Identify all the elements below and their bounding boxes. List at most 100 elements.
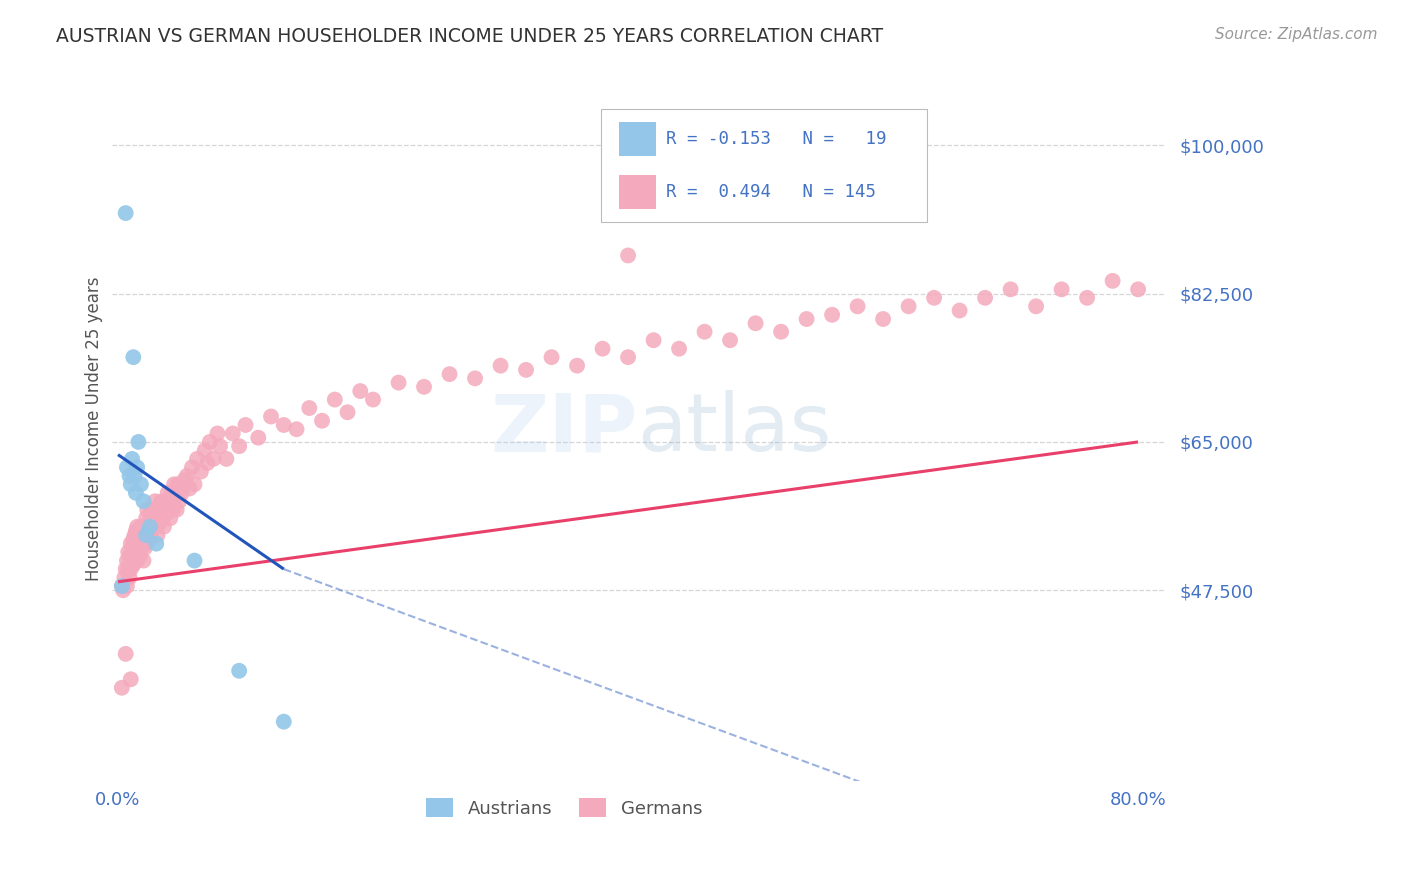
Point [202, 451, 225, 466]
Point [183, 477, 205, 491]
Point [617, 248, 640, 262]
Point [125, 545, 148, 559]
Point [198, 434, 221, 449]
Point [139, 519, 162, 533]
Point [464, 371, 486, 385]
Point [948, 303, 970, 318]
Y-axis label: Householder Income Under 25 years: Householder Income Under 25 years [86, 277, 103, 582]
Point [540, 350, 562, 364]
Point [592, 342, 614, 356]
Point [176, 468, 198, 483]
FancyBboxPatch shape [600, 109, 927, 222]
Point [770, 325, 793, 339]
Legend: Austrians, Germans: Austrians, Germans [419, 791, 710, 825]
Point [115, 579, 138, 593]
Point [156, 485, 179, 500]
Point [149, 516, 172, 530]
Text: R =  0.494   N = 145: R = 0.494 N = 145 [666, 183, 876, 201]
Point [872, 312, 894, 326]
Point [122, 558, 145, 572]
Point [121, 541, 143, 555]
Text: AUSTRIAN VS GERMAN HOUSEHOLDER INCOME UNDER 25 YEARS CORRELATION CHART: AUSTRIAN VS GERMAN HOUSEHOLDER INCOME UN… [56, 27, 883, 45]
Point [148, 502, 170, 516]
Point [121, 451, 143, 466]
Point [235, 417, 257, 432]
Point [617, 350, 640, 364]
Point [135, 536, 157, 550]
Point [112, 570, 135, 584]
Point [114, 562, 136, 576]
Point [897, 299, 920, 313]
FancyBboxPatch shape [619, 122, 655, 156]
Point [120, 536, 142, 550]
Point [152, 502, 174, 516]
Point [1101, 274, 1123, 288]
Point [207, 426, 229, 441]
Point [165, 490, 187, 504]
Point [387, 376, 409, 390]
Point [118, 468, 141, 483]
Point [139, 507, 162, 521]
Point [167, 477, 190, 491]
Point [145, 511, 167, 525]
Point [117, 545, 139, 559]
Point [162, 502, 184, 516]
Point [134, 541, 156, 555]
Point [139, 533, 162, 547]
Point [228, 439, 250, 453]
Point [693, 325, 716, 339]
Point [260, 409, 283, 424]
Point [132, 553, 155, 567]
Point [127, 434, 149, 449]
FancyBboxPatch shape [619, 175, 655, 209]
Text: atlas: atlas [638, 390, 832, 468]
Point [796, 312, 818, 326]
Point [167, 494, 190, 508]
Point [122, 350, 145, 364]
Point [136, 528, 159, 542]
Point [153, 494, 176, 508]
Point [120, 673, 142, 687]
Point [336, 405, 359, 419]
Point [134, 519, 156, 533]
Point [413, 380, 436, 394]
Point [181, 460, 204, 475]
Point [111, 681, 134, 695]
Point [160, 485, 183, 500]
Point [125, 485, 148, 500]
Point [974, 291, 997, 305]
Point [273, 417, 295, 432]
Point [872, 206, 894, 220]
Point [186, 451, 208, 466]
Point [122, 533, 145, 547]
Point [142, 516, 165, 530]
Point [124, 549, 146, 564]
Point [179, 482, 201, 496]
Text: R = -0.153   N =   19: R = -0.153 N = 19 [666, 130, 887, 148]
Point [1076, 291, 1098, 305]
Point [114, 647, 136, 661]
Point [128, 549, 150, 564]
Point [112, 583, 135, 598]
Point [846, 299, 869, 313]
Point [183, 553, 205, 567]
Point [1126, 282, 1149, 296]
Point [138, 519, 160, 533]
Point [128, 528, 150, 542]
Point [132, 528, 155, 542]
Text: Source: ZipAtlas.com: Source: ZipAtlas.com [1215, 27, 1378, 42]
Point [489, 359, 512, 373]
Point [143, 494, 166, 508]
Point [141, 528, 163, 542]
Point [135, 511, 157, 525]
Point [135, 528, 157, 542]
Point [361, 392, 384, 407]
Point [118, 549, 141, 564]
Text: ZIP: ZIP [491, 390, 638, 468]
Point [668, 342, 690, 356]
Point [922, 291, 945, 305]
Point [439, 367, 461, 381]
Point [194, 443, 217, 458]
Point [195, 456, 218, 470]
Point [349, 384, 371, 398]
